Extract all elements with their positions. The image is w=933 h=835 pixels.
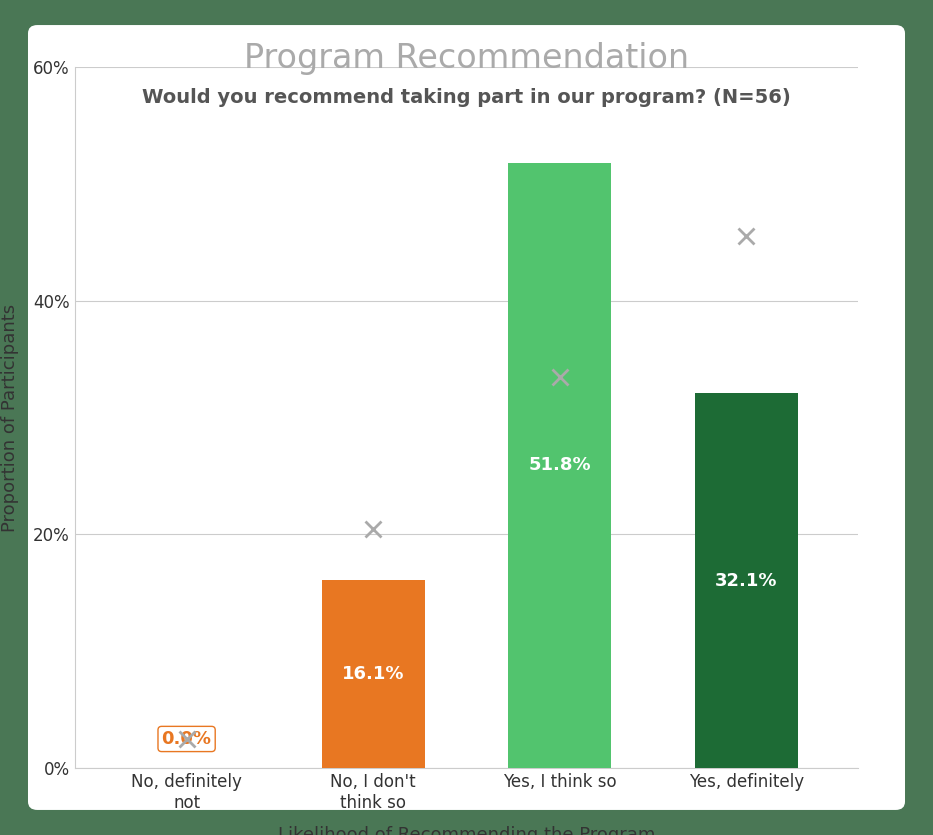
Text: 51.8%: 51.8% — [528, 457, 592, 474]
Bar — [508, 163, 611, 768]
Bar — [695, 393, 798, 768]
Text: 16.1%: 16.1% — [342, 665, 404, 683]
Text: 32.1%: 32.1% — [716, 572, 777, 590]
X-axis label: Likelihood of Recommending the Program: Likelihood of Recommending the Program — [278, 826, 655, 835]
Bar — [322, 580, 425, 768]
Text: Would you recommend taking part in our program? (N=56): Would you recommend taking part in our p… — [142, 88, 791, 107]
Text: 0.0%: 0.0% — [161, 730, 212, 748]
Y-axis label: Proportion of Participants: Proportion of Participants — [1, 303, 20, 532]
Text: Program Recommendation: Program Recommendation — [244, 42, 689, 75]
